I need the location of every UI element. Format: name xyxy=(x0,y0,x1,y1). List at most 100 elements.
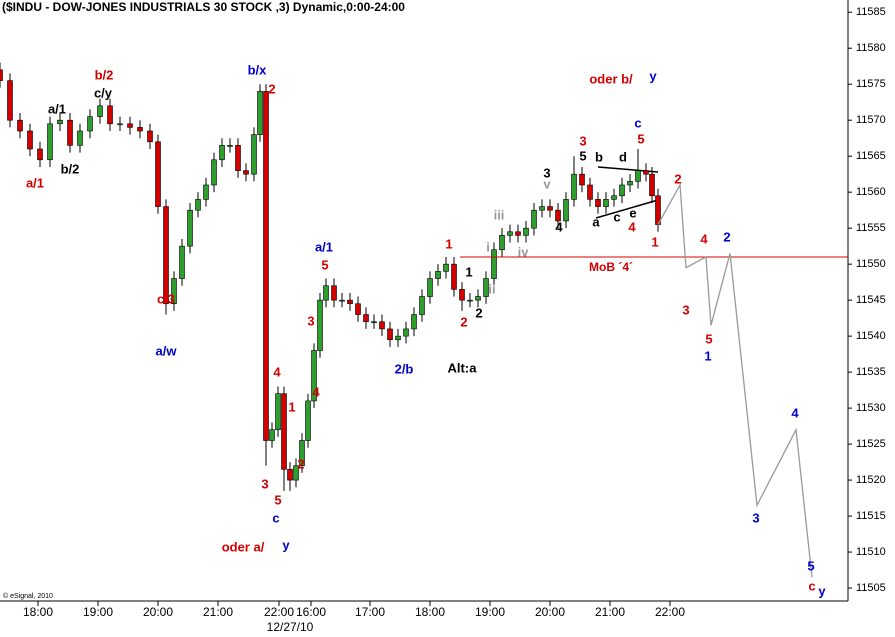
y-tick-label: 11525 xyxy=(856,438,886,450)
wave-label: 2 xyxy=(674,171,681,186)
wave-label: 5 xyxy=(705,331,712,346)
wave-label: y xyxy=(282,537,290,552)
wave-label: 5 xyxy=(637,131,644,146)
wave-label: 5 xyxy=(807,558,814,573)
candle-body xyxy=(155,141,161,207)
candle-body xyxy=(203,184,209,200)
wave-label: 4 xyxy=(273,364,281,379)
x-tick-label: 21:00 xyxy=(595,605,625,619)
x-tick-label: 19:00 xyxy=(83,605,113,619)
candle-body xyxy=(443,263,449,272)
wave-label: a xyxy=(592,214,600,229)
wave-label: 5 xyxy=(321,257,328,272)
y-tick-label: 11515 xyxy=(856,510,886,522)
wave-label: d xyxy=(619,149,627,164)
wave-label: 1 xyxy=(651,234,658,249)
wave-label: b/2 xyxy=(95,67,114,82)
candle-body xyxy=(0,69,3,81)
candle-body xyxy=(427,278,433,297)
wave-label: 4 xyxy=(700,231,708,246)
wave-label: i xyxy=(486,239,490,254)
candle-body xyxy=(387,328,393,341)
candle-body xyxy=(269,429,275,441)
y-tick-label: 11505 xyxy=(856,582,886,594)
y-tick-label: 11535 xyxy=(856,366,886,378)
candle-body xyxy=(483,278,489,297)
candle-body xyxy=(219,145,225,161)
candle-body xyxy=(323,285,329,301)
candle-body xyxy=(531,209,537,229)
wave-label: 2 xyxy=(475,305,482,320)
wave-label: 2/b xyxy=(395,361,414,376)
y-tick-label: 11580 xyxy=(856,42,886,54)
wave-label: 2 xyxy=(268,81,275,96)
wave-label: 3 xyxy=(752,510,759,525)
date-label: 12/27/10 xyxy=(267,620,314,634)
y-tick-label: 11560 xyxy=(856,186,886,198)
wave-label: 4 xyxy=(628,219,636,234)
candle-body xyxy=(171,278,177,305)
candle-body xyxy=(347,299,353,305)
candle-body xyxy=(281,393,287,470)
candle-body xyxy=(611,195,617,200)
candle-body xyxy=(107,105,113,125)
triangle-line xyxy=(597,166,659,173)
wave-label: 2 xyxy=(723,229,730,244)
candle-body xyxy=(363,314,369,323)
candle-body xyxy=(475,296,481,301)
wave-label: 5 xyxy=(274,492,281,507)
wave-label: c xyxy=(808,578,815,593)
x-tick-label: 22:00 xyxy=(264,605,294,619)
candle-body xyxy=(411,314,417,330)
wave-label: e xyxy=(629,205,636,220)
x-tick-label: 19:00 xyxy=(475,605,505,619)
candle-body xyxy=(547,206,553,211)
wave-label: 1 xyxy=(704,348,711,363)
y-tick-label: 11510 xyxy=(856,546,886,558)
candle-body xyxy=(459,289,465,301)
y-tick-label: 11530 xyxy=(856,402,886,414)
candle-body xyxy=(147,130,153,143)
candle-body xyxy=(355,303,361,315)
x-tick-label: 18:00 xyxy=(23,605,53,619)
level-label: MoB ´4´ xyxy=(589,260,633,274)
candle-body xyxy=(211,159,217,186)
candle-body xyxy=(137,127,143,132)
x-tick-label: 22:00 xyxy=(655,605,685,619)
candle-body xyxy=(195,199,201,211)
candle-body xyxy=(87,116,93,132)
wave-label: 3 xyxy=(261,476,268,491)
y-tick-label: 11550 xyxy=(856,258,886,270)
wave-label: 4 xyxy=(791,405,799,420)
candle-body xyxy=(523,227,529,236)
candle-body xyxy=(371,321,377,324)
candle-body xyxy=(395,335,401,341)
wave-label: 4 xyxy=(555,219,563,234)
candle-body xyxy=(77,130,83,146)
candle-body xyxy=(7,80,13,121)
candle-body xyxy=(499,235,505,251)
wave-label: Alt:a xyxy=(448,360,478,375)
candle-body xyxy=(571,173,577,200)
wave-label: c xyxy=(634,115,641,130)
wave-label: 3 xyxy=(579,133,586,148)
candle-body xyxy=(235,145,241,171)
wave-label: 1 xyxy=(465,264,472,279)
candle-body xyxy=(187,209,193,247)
x-tick-label: 21:00 xyxy=(203,605,233,619)
wave-label: 3 xyxy=(543,165,550,180)
candle-body xyxy=(275,393,281,430)
wave-label: a/w xyxy=(156,343,178,358)
candle-body xyxy=(435,271,441,279)
wave-label: b/2 xyxy=(61,161,80,176)
wave-label: ii xyxy=(488,281,495,296)
candle-body xyxy=(467,299,473,302)
candle-body xyxy=(299,440,305,466)
candle-body xyxy=(587,184,593,200)
y-tick-label: 11545 xyxy=(856,294,886,306)
wave-label: 3 xyxy=(682,302,689,317)
candle-body xyxy=(287,468,293,481)
y-tick-label: 11565 xyxy=(856,150,886,162)
wave-label: 3 xyxy=(307,313,314,328)
